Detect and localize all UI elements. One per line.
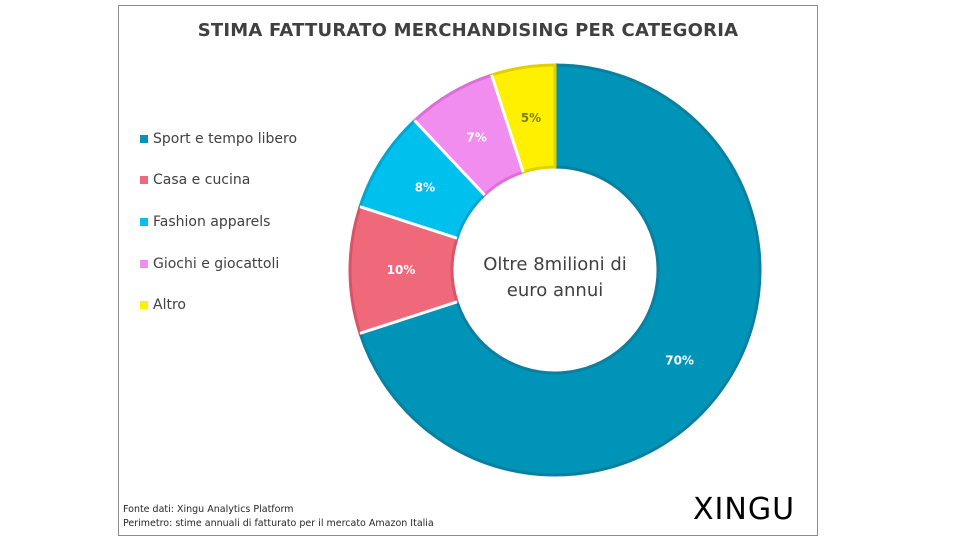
legend-item: Casa e cucina [140,160,297,202]
slice-separator [359,205,458,240]
legend-item: Giochi e giocattoli [140,243,297,285]
legend-item: Sport e tempo libero [140,118,297,160]
legend-label: Giochi e giocattoli [153,255,280,272]
slice-label: 10% [387,263,416,277]
donut-slice [490,63,557,174]
legend-swatch [140,217,148,226]
center-text-line-1: Oltre 8milioni di [483,254,627,275]
legend-label: Casa e cucina [153,172,251,189]
xingu-logo: XINGU [693,492,795,527]
legend-label: Fashion apparels [153,213,271,230]
source-line-1: Fonte dati: Xingu Analytics Platform [123,504,294,515]
slice-label: 7% [466,130,486,144]
center-text-line-2: euro annui [507,280,603,301]
legend-swatch [140,176,148,185]
chart-title: STIMA FATTURATO MERCHANDISING PER CATEGO… [197,20,739,41]
legend-label: Sport e tempo libero [153,130,298,147]
legend-swatch [140,301,148,310]
chart-legend: Sport e tempo libero Casa e cucina Fashion… [140,118,297,326]
source-line-2: Perimetro: stime annuali di fatturato pe… [123,518,434,529]
slice-label: 70% [665,354,694,368]
slice-label: 8% [415,180,435,194]
legend-label: Altro [153,297,186,314]
legend-swatch [140,259,148,268]
donut-slice [358,63,762,477]
legend-swatch [140,134,148,143]
slice-separator [490,74,525,173]
source-note: Fonte dati: Xingu Analytics Platform Per… [123,503,434,531]
logo-text: XINGU [693,492,796,527]
slice-separator [359,300,458,335]
slice-separator [413,119,486,196]
slice-label: 5% [521,111,541,125]
legend-item: Altro [140,284,297,326]
legend-item: Fashion apparels [140,201,297,243]
